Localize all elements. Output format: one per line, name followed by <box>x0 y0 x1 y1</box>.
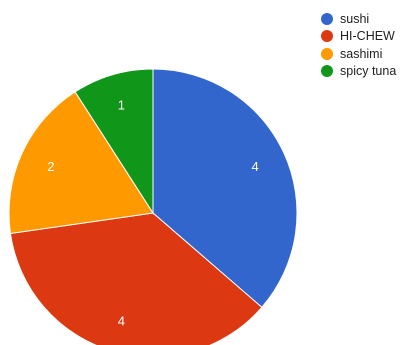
legend-swatch <box>321 12 333 25</box>
legend-item: sushi <box>321 10 396 28</box>
chart-legend: sushi HI-CHEW sashimi spicy tuna <box>321 10 396 80</box>
pie-slices <box>8 68 298 345</box>
legend-label: sashimi <box>340 46 383 61</box>
legend-swatch <box>321 47 333 60</box>
pie-slice-labels: 4 4 2 1 <box>47 98 259 329</box>
pie-slice-label: 4 <box>118 313 125 328</box>
legend-label: spicy tuna <box>340 64 397 79</box>
pie-slice-sushi <box>152 68 298 309</box>
pie-slice-sashimi <box>8 91 154 235</box>
legend-label: HI-CHEW <box>340 29 395 44</box>
legend-label: sushi <box>340 11 370 26</box>
pie-slice-hi-chew <box>9 212 263 345</box>
legend-swatch <box>321 65 333 78</box>
pie-slice-label: 1 <box>118 98 125 113</box>
legend-swatch <box>321 30 333 43</box>
legend-item: HI-CHEW <box>321 28 396 46</box>
pie-slice-spicy-tuna <box>74 68 154 215</box>
legend-item: sashimi <box>321 45 396 63</box>
legend-item: spicy tuna <box>321 63 396 81</box>
pie-slice-label: 2 <box>47 159 54 174</box>
pie-slice-label: 4 <box>252 159 259 174</box>
